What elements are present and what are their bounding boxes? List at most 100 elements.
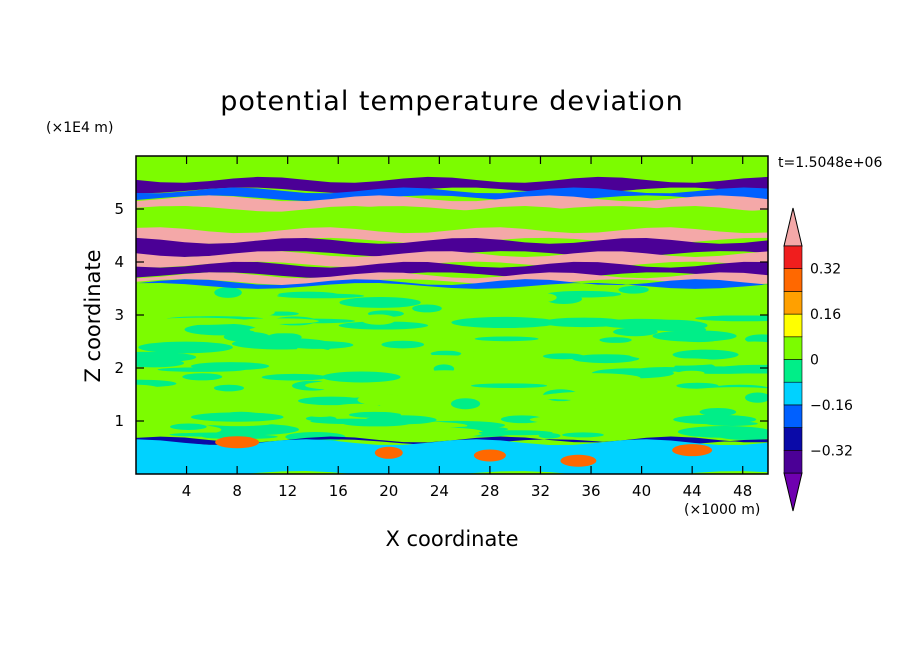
y-tick-label: 3 bbox=[114, 306, 124, 324]
field-cell bbox=[332, 403, 383, 412]
field-cell bbox=[672, 349, 739, 360]
field-cell bbox=[169, 432, 260, 437]
field-cell bbox=[162, 386, 222, 397]
field-cell bbox=[191, 412, 284, 422]
warm-anomaly bbox=[473, 449, 506, 462]
field-cell bbox=[528, 293, 557, 303]
contour-band bbox=[136, 187, 768, 202]
field-cell bbox=[182, 373, 223, 381]
contour-band bbox=[136, 261, 768, 279]
y-tick-label: 2 bbox=[114, 359, 124, 377]
field-cell bbox=[365, 415, 437, 425]
field-cell bbox=[745, 392, 768, 403]
colorbar-segment bbox=[783, 472, 803, 512]
x-tick-label: 40 bbox=[632, 482, 651, 500]
field-cell bbox=[717, 431, 768, 440]
field-cell bbox=[136, 413, 170, 422]
field-cell bbox=[678, 370, 705, 376]
field-cell bbox=[413, 427, 484, 438]
field-cell bbox=[472, 349, 504, 357]
field-cell bbox=[695, 315, 768, 322]
field-cell bbox=[699, 294, 768, 305]
x-tick-label: 48 bbox=[733, 482, 752, 500]
time-label: t=1.5048e+06 bbox=[778, 155, 883, 171]
field-cell bbox=[572, 354, 640, 364]
field-cell bbox=[360, 314, 396, 325]
field-cell bbox=[411, 298, 492, 307]
colorbar-segment bbox=[783, 381, 803, 406]
x-tick-label: 12 bbox=[278, 482, 297, 500]
colorbar-segment bbox=[783, 404, 803, 428]
y-axis: 1 2 3 4 5 bbox=[114, 200, 768, 430]
x-tick-label: 4 bbox=[182, 482, 192, 500]
field-cell bbox=[412, 304, 442, 313]
contour-band bbox=[136, 195, 768, 212]
field-cell bbox=[339, 296, 421, 308]
field-cell bbox=[529, 415, 616, 424]
field-cell bbox=[542, 373, 641, 383]
field-cell bbox=[305, 415, 337, 422]
warm-anomaly bbox=[374, 446, 403, 459]
colorbar-segment bbox=[783, 313, 803, 338]
y-axis-unit: (×1E4 m) bbox=[46, 120, 114, 136]
field-cell bbox=[393, 355, 474, 360]
field-cell bbox=[195, 423, 300, 436]
field-cell bbox=[138, 341, 233, 354]
field-cell bbox=[673, 414, 757, 425]
field-cell bbox=[249, 326, 326, 334]
x-tick-label: 20 bbox=[379, 482, 398, 500]
colorbar-segment bbox=[783, 359, 803, 383]
colorbar-segment bbox=[783, 207, 803, 247]
field-cell bbox=[213, 384, 245, 392]
field-cell bbox=[627, 348, 675, 359]
field-cell bbox=[561, 432, 604, 438]
colorbar-segment bbox=[783, 427, 803, 451]
field-cell bbox=[478, 430, 553, 436]
field-cell bbox=[618, 285, 649, 294]
colorbar-tick-label: 0.16 bbox=[810, 307, 841, 323]
field-cell bbox=[699, 407, 737, 417]
field-cell bbox=[471, 383, 548, 389]
field-cell bbox=[261, 373, 328, 381]
field-cell bbox=[136, 358, 185, 368]
x-tick-label: 24 bbox=[430, 482, 449, 500]
chart-title: potential temperature deviation bbox=[220, 86, 684, 117]
y-tick-label: 1 bbox=[114, 412, 124, 430]
field-cell bbox=[745, 334, 768, 344]
x-tick-label: 32 bbox=[531, 482, 550, 500]
x-axis: 4 8 12 16 20 24 28 32 36 40 44 48 bbox=[182, 156, 752, 500]
field-cell bbox=[136, 384, 162, 396]
colorbar-segment bbox=[783, 268, 803, 292]
field-cell bbox=[686, 387, 768, 397]
colorbar-segment bbox=[783, 336, 803, 360]
x-tick-label: 8 bbox=[232, 482, 242, 500]
x-tick-label: 36 bbox=[581, 482, 600, 500]
warm-anomaly bbox=[215, 436, 260, 449]
field-cell bbox=[190, 362, 270, 371]
field-cell bbox=[678, 406, 699, 418]
colorbar-segment bbox=[783, 449, 803, 474]
field-cell bbox=[474, 336, 539, 342]
field-cell bbox=[214, 287, 242, 298]
field-cell bbox=[398, 291, 436, 299]
field-cell bbox=[281, 342, 315, 348]
x-tick-label: 28 bbox=[480, 482, 499, 500]
field-cell bbox=[350, 386, 443, 395]
field-cell bbox=[540, 392, 649, 401]
field-cell bbox=[238, 356, 287, 361]
field-cell bbox=[136, 320, 198, 327]
contour-band bbox=[136, 176, 768, 194]
contour-band bbox=[136, 439, 768, 474]
colorbar-segment bbox=[783, 245, 803, 270]
field-cell bbox=[504, 403, 595, 413]
x-tick-label: 44 bbox=[683, 482, 702, 500]
colorbar-tick-label: 0.32 bbox=[810, 262, 841, 278]
field-cell bbox=[322, 371, 401, 383]
field-cell bbox=[324, 334, 396, 345]
colorbar-tick-label: 0 bbox=[810, 353, 819, 369]
x-axis-label: X coordinate bbox=[385, 527, 519, 551]
contour-band bbox=[136, 272, 768, 285]
field-cell bbox=[223, 331, 271, 343]
field-cell bbox=[328, 345, 379, 357]
field-cell bbox=[543, 353, 584, 360]
